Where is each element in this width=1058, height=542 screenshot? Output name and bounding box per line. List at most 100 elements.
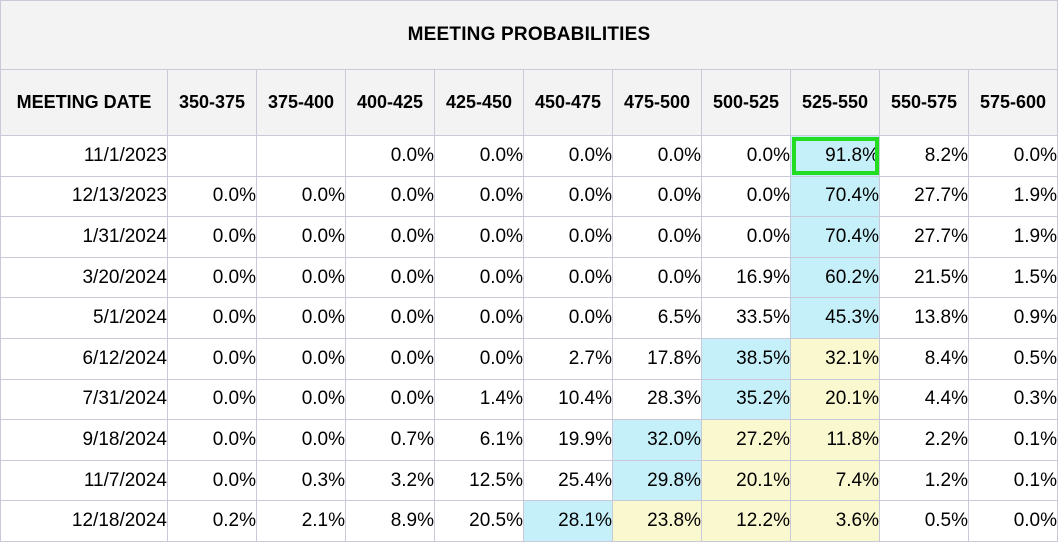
probability-cell: 0.0% (167, 459, 257, 502)
probability-cell: 28.1% (523, 500, 613, 542)
probability-cell: 0.5% (879, 500, 969, 542)
probability-cell: 20.1% (701, 459, 791, 502)
probability-cell: 0.0% (701, 135, 791, 177)
meeting-date-cell: 5/1/2024 (0, 297, 168, 339)
probability-cell: 0.0% (701, 216, 791, 258)
probability-cell: 20.1% (790, 378, 880, 421)
meeting-date-cell: 9/18/2024 (0, 419, 168, 461)
probability-cell: 0.0% (612, 216, 702, 258)
probability-cell: 12.5% (434, 459, 524, 502)
table-row: 12/18/2024 0.2% 2.1% 8.9% 20.5% 28.1% 23.8% 12.… (0, 500, 1058, 542)
range-header-375-400: 375-400 (256, 69, 346, 136)
probability-cell: 3.6% (790, 500, 880, 542)
probability-cell: 6.5% (612, 297, 702, 339)
probability-cell: 32.0% (612, 419, 702, 461)
meeting-date-cell: 11/1/2023 (0, 135, 168, 177)
probability-cell: 1.4% (434, 378, 524, 421)
probability-cell: 3.2% (345, 459, 435, 502)
range-header-450-475: 450-475 (523, 69, 613, 136)
probability-cell: 12.2% (701, 500, 791, 542)
probability-cell: 0.0% (434, 297, 524, 339)
range-header-400-425: 400-425 (345, 69, 435, 136)
probability-cell: 0.0% (167, 175, 257, 218)
meeting-date-cell: 7/31/2024 (0, 378, 168, 421)
probability-cell: 0.0% (523, 216, 613, 258)
probability-cell: 0.0% (167, 378, 257, 421)
probability-cell: 0.0% (167, 216, 257, 258)
probability-cell: 32.1% (790, 337, 880, 380)
probability-cell: 0.0% (523, 297, 613, 339)
probability-cell: 25.4% (523, 459, 613, 502)
probability-cell: 0.0% (345, 216, 435, 258)
probability-cell: 19.9% (523, 419, 613, 461)
probability-cell: 8.2% (879, 135, 969, 177)
probability-cell: 0.0% (345, 175, 435, 218)
probability-cell: 0.0% (167, 297, 257, 339)
range-header-425-450: 425-450 (434, 69, 524, 136)
probability-cell: 27.7% (879, 175, 969, 218)
probability-cell: 17.8% (612, 337, 702, 380)
table-row: 3/20/2024 0.0% 0.0% 0.0% 0.0% 0.0% 0.0% 16.9% 60… (0, 256, 1058, 299)
probability-cell: 45.3% (790, 297, 880, 339)
probability-cell: 1.5% (968, 256, 1058, 299)
probability-cell: 0.0% (167, 256, 257, 299)
probability-cell: 70.4% (790, 216, 880, 258)
probability-cell: 0.0% (256, 297, 346, 339)
probability-cell: 0.0% (167, 337, 257, 380)
probability-cell: 0.7% (345, 419, 435, 461)
probability-cell: 0.0% (434, 256, 524, 299)
probability-cell: 0.0% (701, 175, 791, 218)
meeting-date-cell: 11/7/2024 (0, 459, 168, 502)
probability-cell: 0.3% (256, 459, 346, 502)
probability-cell (256, 135, 346, 177)
probability-cell: 8.4% (879, 337, 969, 380)
probability-cell: 0.0% (345, 256, 435, 299)
probability-cell: 11.8% (790, 419, 880, 461)
table-row: 11/1/2023 0.0% 0.0% 0.0% 0.0% 0.0% 91.8% 8.2% 0.… (0, 135, 1058, 177)
probability-cell: 70.4% (790, 175, 880, 218)
probability-cell: 0.0% (434, 337, 524, 380)
probability-cell: 2.7% (523, 337, 613, 380)
header-row: MEETING DATE 350-375 375-400 400-425 425-45… (0, 69, 1058, 136)
probability-cell: 1.9% (968, 216, 1058, 258)
probability-cell: 28.3% (612, 378, 702, 421)
range-header-575-600: 575-600 (968, 69, 1058, 136)
probability-cell: 0.0% (612, 256, 702, 299)
table-row: 9/18/2024 0.0% 0.0% 0.7% 6.1% 19.9% 32.0% 27.2%… (0, 419, 1058, 461)
probability-cell: 0.0% (256, 175, 346, 218)
table-row: 7/31/2024 0.0% 0.0% 0.0% 1.4% 10.4% 28.3% 35.2%… (0, 378, 1058, 421)
range-header-475-500: 475-500 (612, 69, 702, 136)
probability-cell (167, 135, 257, 177)
probability-cell: 0.0% (523, 175, 613, 218)
table-body: 11/1/2023 0.0% 0.0% 0.0% 0.0% 0.0% 91.8% 8.2% 0.… (0, 135, 1058, 542)
probability-cell: 29.8% (612, 459, 702, 502)
probability-cell: 0.0% (612, 175, 702, 218)
probability-cell: 38.5% (701, 337, 791, 380)
probability-cell: 23.8% (612, 500, 702, 542)
probability-cell: 0.0% (434, 135, 524, 177)
probability-cell: 33.5% (701, 297, 791, 339)
probability-cell: 60.2% (790, 256, 880, 299)
probability-cell: 0.0% (345, 135, 435, 177)
table-title: MEETING PROBABILITIES (0, 0, 1058, 70)
probability-cell: 0.2% (167, 500, 257, 542)
probability-cell: 13.8% (879, 297, 969, 339)
table-row: 1/31/2024 0.0% 0.0% 0.0% 0.0% 0.0% 0.0% 0.0% 70.… (0, 216, 1058, 258)
table-row: 11/7/2024 0.0% 0.3% 3.2% 12.5% 25.4% 29.8% 20.1… (0, 459, 1058, 502)
probability-cell: 2.2% (879, 419, 969, 461)
probability-cell: 7.4% (790, 459, 880, 502)
probability-cell: 0.1% (968, 419, 1058, 461)
probability-cell: 91.8% (790, 135, 880, 177)
probability-cell: 27.2% (701, 419, 791, 461)
meeting-date-cell: 3/20/2024 (0, 256, 168, 299)
table-row: 12/13/2023 0.0% 0.0% 0.0% 0.0% 0.0% 0.0% 0.0% 70… (0, 175, 1058, 218)
probability-cell: 35.2% (701, 378, 791, 421)
probability-cell: 0.3% (968, 378, 1058, 421)
meeting-date-cell: 1/31/2024 (0, 216, 168, 258)
probability-cell: 0.0% (256, 216, 346, 258)
probability-cell: 4.4% (879, 378, 969, 421)
probability-cell: 0.0% (256, 256, 346, 299)
table-row: 5/1/2024 0.0% 0.0% 0.0% 0.0% 0.0% 6.5% 33.5% 45.… (0, 297, 1058, 339)
probability-cell: 6.1% (434, 419, 524, 461)
